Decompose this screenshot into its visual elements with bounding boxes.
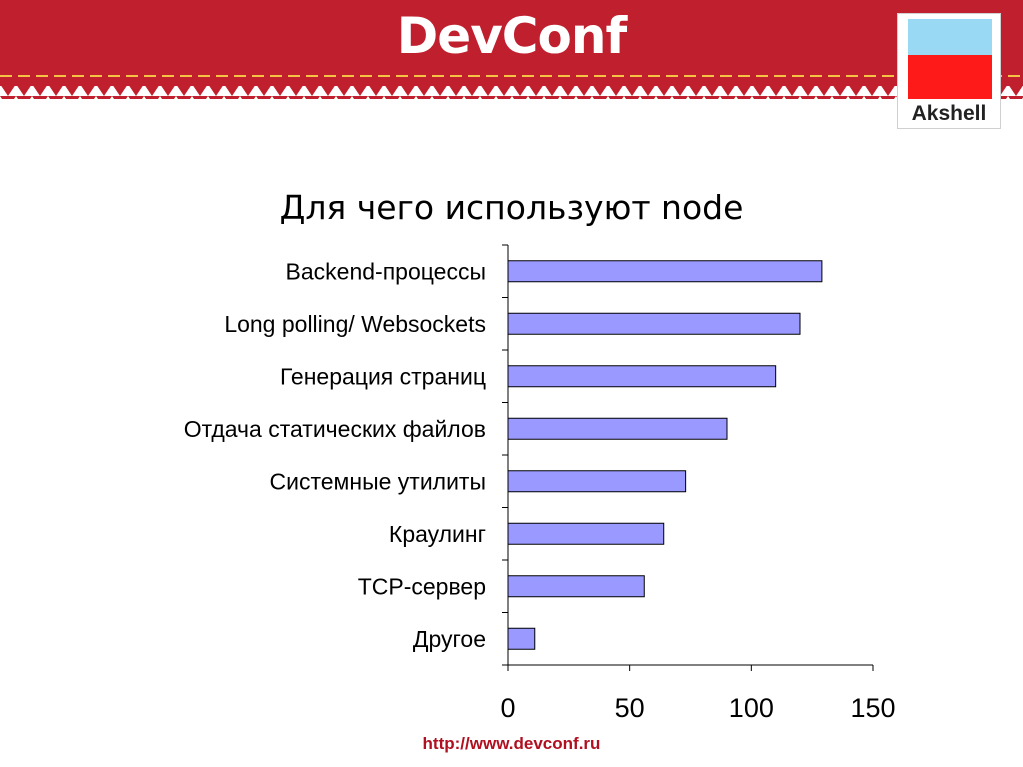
bar: [507, 575, 645, 598]
bar: [507, 627, 536, 650]
x-tick-label: 0: [500, 693, 515, 723]
bar: [507, 522, 665, 545]
category-label: Системные утилиты: [270, 468, 486, 494]
footer-url-domain: devconf: [513, 734, 579, 753]
slide-title: Для чего используют node: [279, 188, 744, 227]
akshell-logo-blue-block: [908, 19, 992, 55]
footer-url-prefix: http://www.: [422, 734, 514, 753]
bar: [507, 365, 777, 388]
bar: [507, 312, 801, 335]
akshell-label: Akshell: [911, 102, 987, 125]
category-label: Краулинг: [389, 521, 486, 547]
category-label: Backend-процессы: [286, 258, 486, 284]
category-label: Отдача статических файлов: [184, 416, 486, 442]
x-tick-label: 50: [615, 693, 645, 723]
bar: [507, 417, 728, 440]
akshell-logo-red-block: [908, 55, 992, 99]
bar: [507, 260, 823, 283]
header-band: [0, 0, 1023, 99]
header-banner: DevConf: [0, 0, 1023, 110]
category-label: TCP-сервер: [358, 573, 486, 599]
x-tick-label: 150: [850, 693, 895, 723]
category-label: Long polling/ Websockets: [224, 311, 486, 337]
akshell-sponsor-logo: Akshell: [897, 13, 1001, 129]
category-label: Генерация страниц: [280, 363, 486, 389]
footer-url-suffix: .ru: [578, 734, 601, 753]
x-tick-label: 100: [729, 693, 774, 723]
footer-url: http://www.devconf.ru: [0, 734, 1023, 754]
bar: [507, 470, 687, 493]
category-label: Другое: [413, 626, 486, 652]
devconf-logo: DevConf: [396, 7, 627, 65]
